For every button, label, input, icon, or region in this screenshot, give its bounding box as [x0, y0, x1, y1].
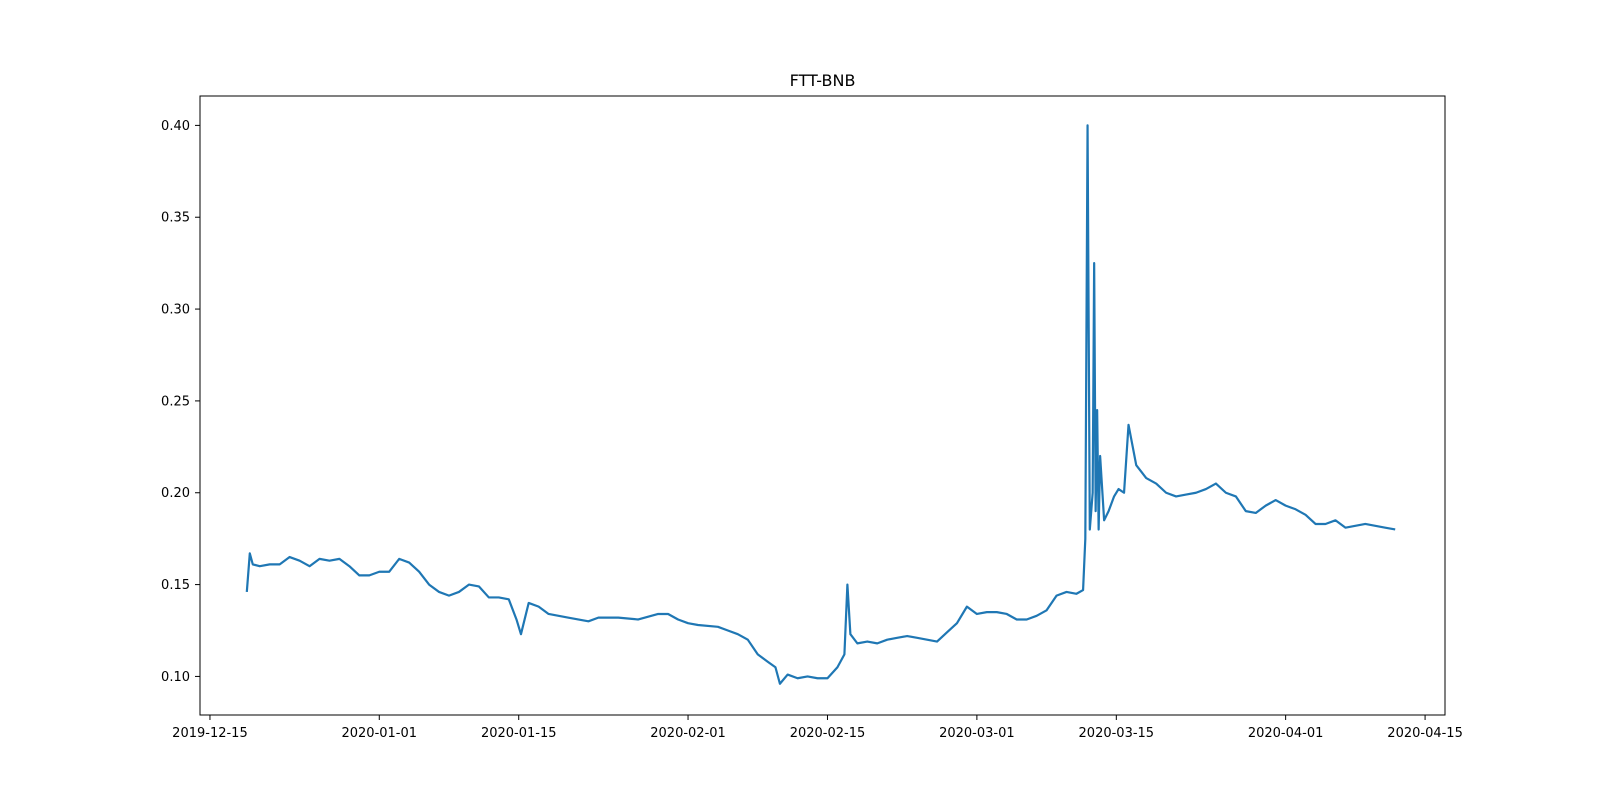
chart-title: FTT-BNB [790, 71, 856, 90]
x-tick-label: 2020-04-15 [1387, 726, 1463, 741]
y-tick-label: 0.25 [161, 394, 190, 409]
plot-area [245, 124, 1396, 685]
plot-frame [199, 95, 1446, 716]
x-tick-label: 2020-02-01 [650, 726, 726, 741]
x-tick-label: 2019-12-15 [172, 726, 248, 741]
x-axis: 2019-12-15 2020-01-01 2020-01-15 2020-02-01… [172, 715, 1463, 741]
x-tick-label: 2020-01-01 [341, 726, 417, 741]
y-tick-label: 0.15 [161, 578, 190, 593]
y-tick-label: 0.30 [161, 303, 190, 318]
y-tick-label: 0.40 [161, 119, 190, 134]
x-tick-label: 2020-01-15 [481, 726, 557, 741]
x-tick-label: 2020-03-01 [939, 726, 1015, 741]
x-tick-label: 2020-02-15 [790, 726, 866, 741]
y-tick-label: 0.10 [161, 670, 190, 685]
series-line [245, 124, 1396, 685]
y-tick-label: 0.20 [161, 486, 190, 501]
y-tick-label: 0.35 [161, 211, 190, 226]
x-tick-label: 2020-04-01 [1248, 726, 1324, 741]
x-tick-label: 2020-03-15 [1079, 726, 1155, 741]
y-axis: 0.10 0.15 0.20 0.25 0.30 0.35 0.40 [161, 119, 200, 685]
